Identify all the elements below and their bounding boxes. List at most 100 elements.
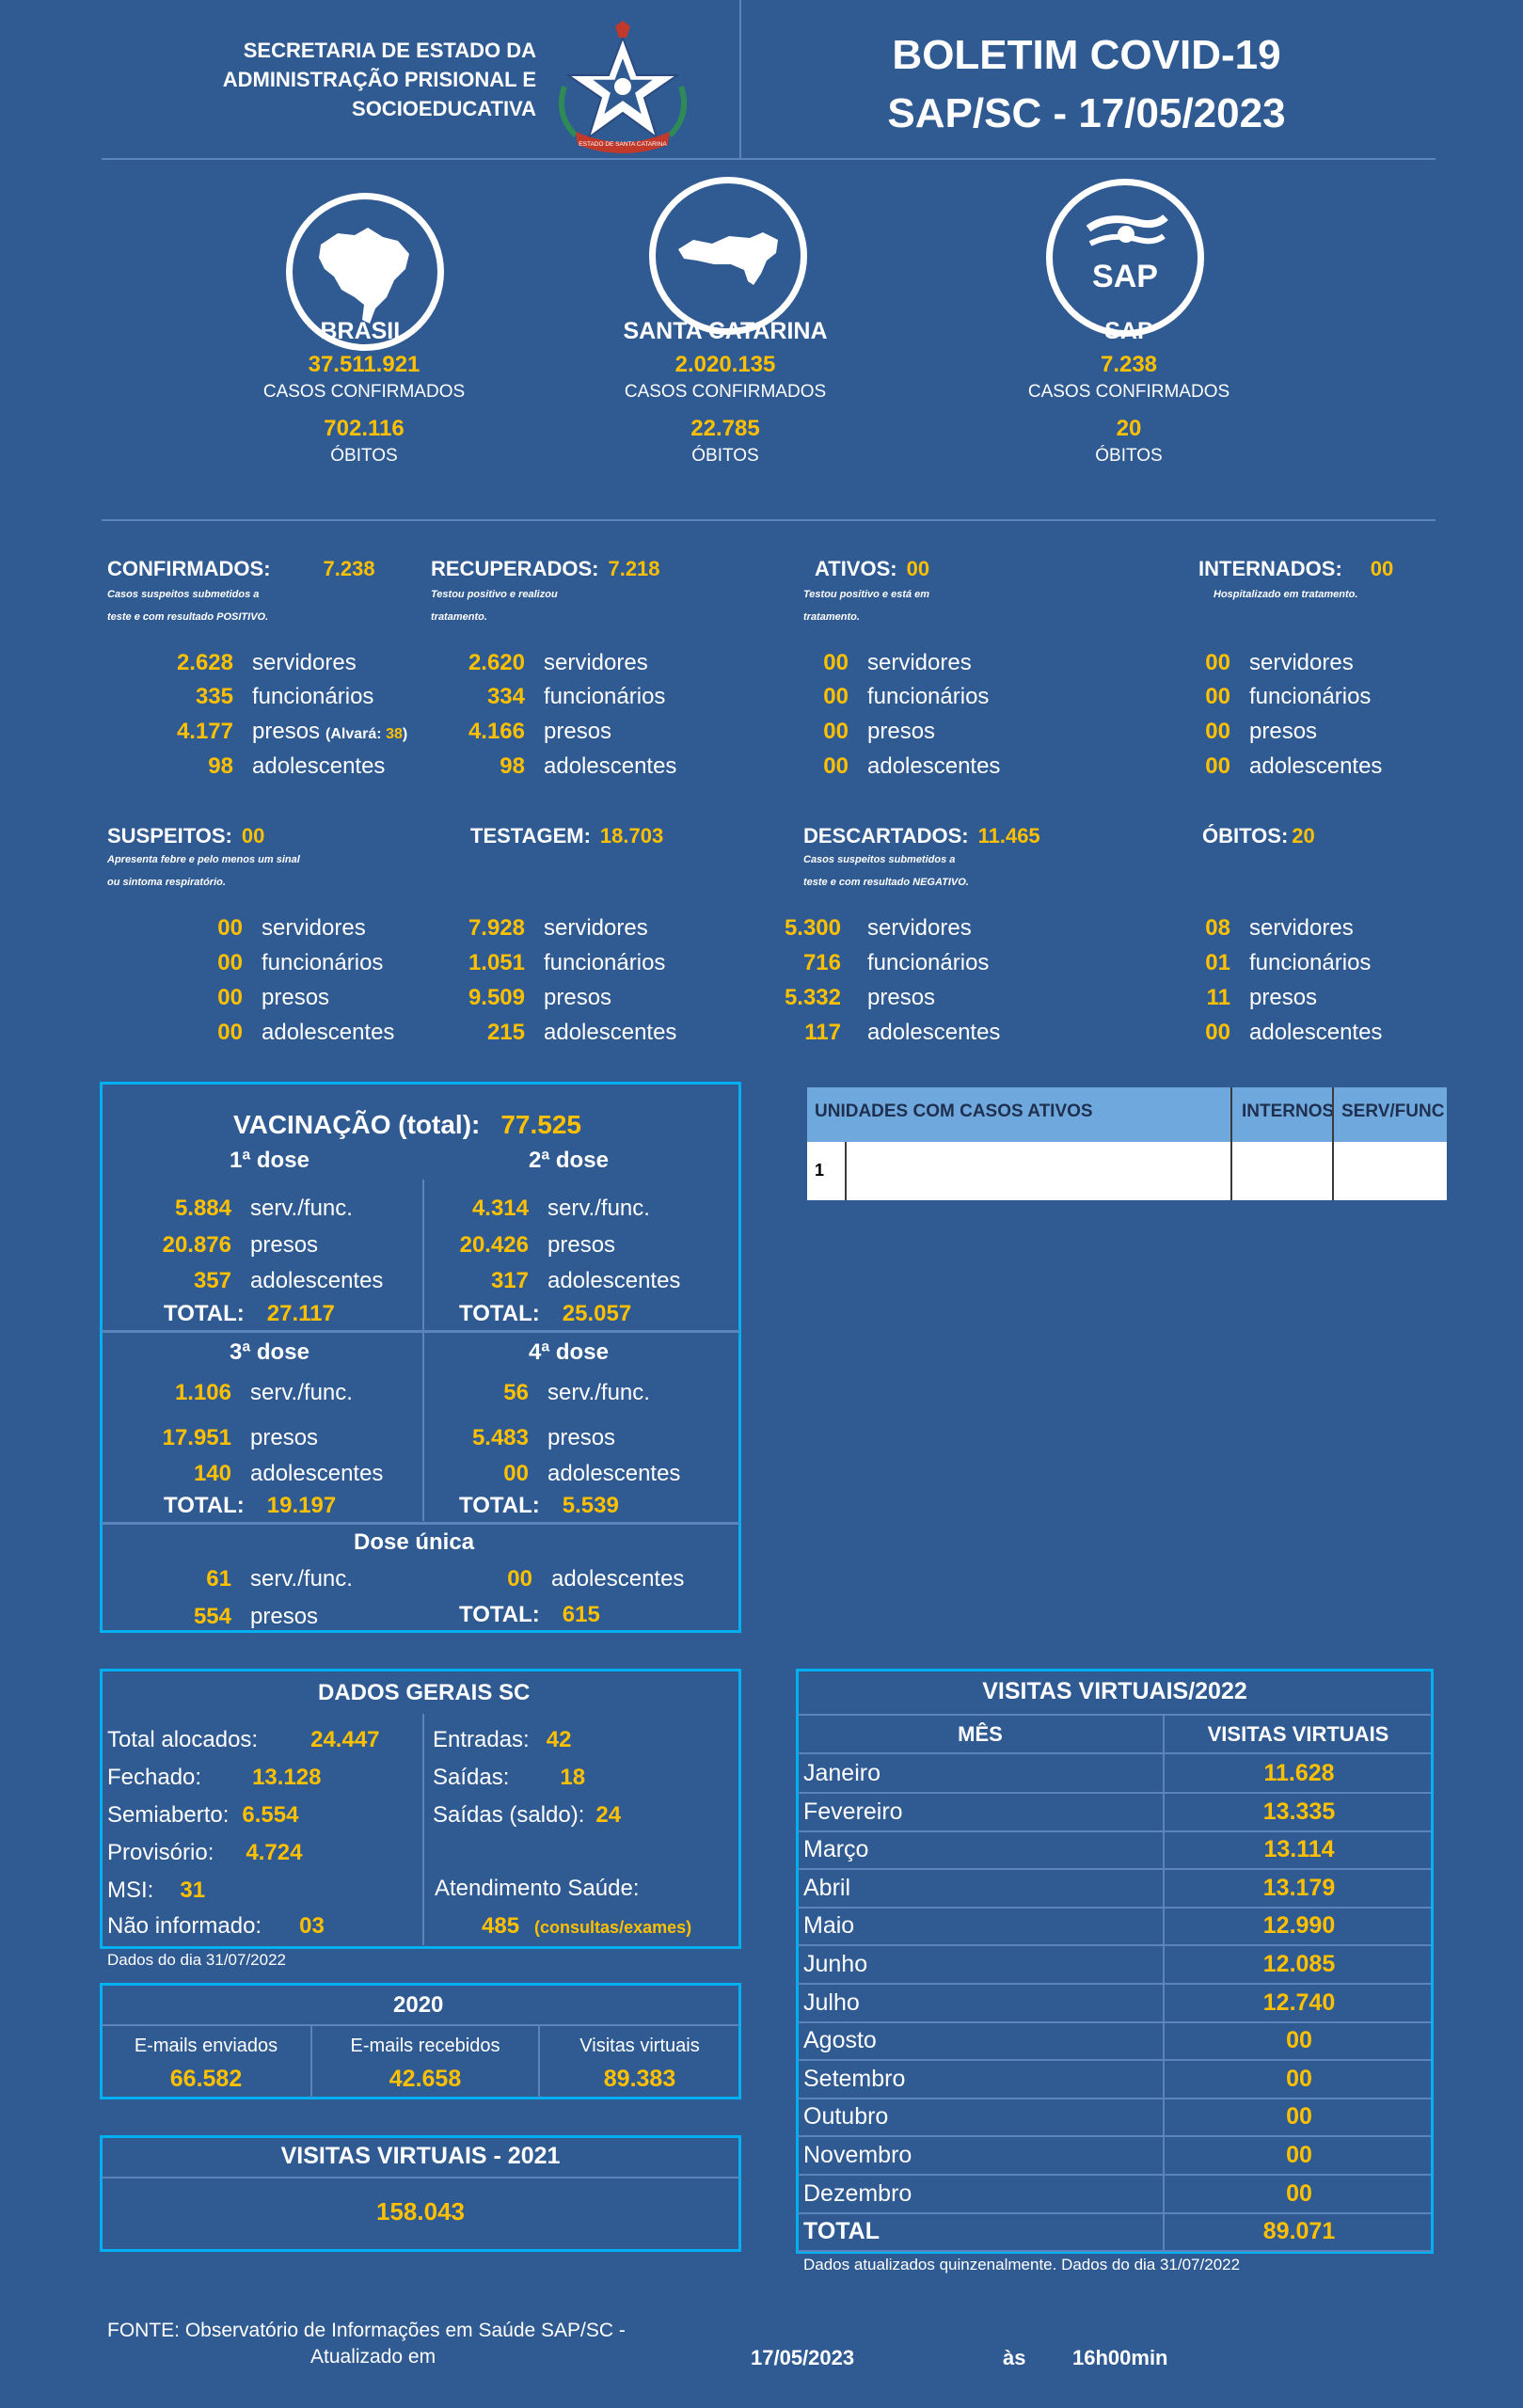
column-header: INTERNOS bbox=[1242, 1101, 1335, 1121]
at-label: às bbox=[1003, 2346, 1026, 2369]
list-item: 2.620 servidores bbox=[468, 650, 648, 675]
single-dose-total: TOTAL: 615 bbox=[459, 1602, 600, 1627]
list-item: 215 adolescentes bbox=[486, 1020, 677, 1045]
emails-received-value: 42.658 bbox=[389, 2066, 462, 2092]
divider bbox=[845, 1142, 847, 1200]
list-item: 98 adolescentes bbox=[500, 753, 677, 779]
general-row: Semiaberto: 6.554 bbox=[107, 1802, 299, 1828]
month-label: Novembro bbox=[803, 2142, 912, 2168]
health-row: 485 (consultas/exames) bbox=[482, 1913, 692, 1939]
region-deaths-label: ÓBITOS bbox=[330, 446, 398, 466]
stat-descartados-title: DESCARTADOS: 11.465 bbox=[803, 824, 1040, 848]
org-line-3: SOCIOEDUCATIVA bbox=[352, 97, 536, 120]
month-value: 13.335 bbox=[1262, 1798, 1336, 1825]
divider bbox=[798, 1714, 1432, 1716]
org-line-2: ADMINISTRAÇÃO PRISIONAL E bbox=[222, 68, 536, 91]
general-row: MSI: 31 bbox=[107, 1877, 206, 1903]
list-item: 554 presos bbox=[193, 1604, 319, 1629]
list-item: 20.426 presos bbox=[459, 1232, 616, 1258]
list-item: 00 servidores bbox=[823, 650, 972, 675]
month-label: Abril bbox=[803, 1874, 851, 1901]
divider bbox=[102, 1330, 739, 1333]
table-row: Fevereiro 13.335 bbox=[798, 1794, 1431, 1832]
vaccination-title: VACINAÇÃO (total): 77.525 bbox=[233, 1110, 581, 1139]
visits-2022-panel bbox=[796, 1669, 1434, 2254]
general-row: Total alocados: 24.447 bbox=[107, 1727, 380, 1752]
bulletin-title: BOLETIM COVID-19 SAP/SC - 17/05/2023 bbox=[762, 26, 1411, 143]
list-item: 7.928 servidores bbox=[468, 915, 648, 941]
list-item: 00 funcionários bbox=[217, 950, 384, 975]
list-item: 335 funcionários bbox=[195, 684, 374, 709]
header-divider bbox=[739, 0, 741, 160]
month-value: 89.071 bbox=[1262, 2218, 1336, 2245]
list-item: 1.051 funcionários bbox=[468, 950, 666, 975]
list-item: 5.483 presos bbox=[471, 1425, 616, 1450]
month-value: 12.085 bbox=[1262, 1951, 1336, 1977]
list-item: 4.177 presos (Alvará: 38) bbox=[176, 719, 408, 744]
year-2021-title: VISITAS VIRTUAIS - 2021 bbox=[280, 2143, 561, 2169]
dose-2-label: 2ª dose bbox=[529, 1148, 609, 1173]
table-row: Maio 12.990 bbox=[798, 1908, 1431, 1947]
month-value: 13.179 bbox=[1262, 1874, 1336, 1901]
list-item: 117 adolescentes bbox=[804, 1020, 1001, 1045]
general-row: Saídas: 18 bbox=[433, 1765, 586, 1790]
divider bbox=[422, 1180, 424, 1330]
stat-note: Hospitalizado em tratamento. bbox=[1214, 589, 1358, 600]
list-item: 5.884 serv./func. bbox=[174, 1196, 353, 1221]
org-name: SECRETARIA DE ESTADO DA ADMINISTRAÇÃO PR… bbox=[169, 36, 536, 123]
table-row: Dezembro 00 bbox=[798, 2176, 1431, 2214]
month-label: Julho bbox=[803, 1988, 860, 2016]
year-2021-panel bbox=[100, 2135, 741, 2252]
units-active-cases-table: UNIDADES COM CASOS ATIVOS INTERNOS SERV/… bbox=[807, 1087, 1447, 1200]
divider bbox=[102, 2024, 739, 2026]
month-label: Dezembro bbox=[803, 2179, 912, 2207]
list-item: 00 adolescentes bbox=[1205, 1020, 1383, 1045]
dose-1-total: TOTAL: 27.117 bbox=[164, 1301, 335, 1326]
visits-footnote: Dados atualizados quinzenalmente. Dados … bbox=[803, 2256, 1241, 2273]
stat-internados-title: INTERNADOS: 00 bbox=[1198, 557, 1394, 580]
source-line-1: FONTE: Observatório de Informações em Sa… bbox=[107, 2320, 626, 2341]
divider bbox=[1332, 1087, 1334, 1200]
table-row: Abril 13.179 bbox=[798, 1870, 1431, 1909]
vaccination-panel bbox=[100, 1082, 741, 1633]
dose-4-total: TOTAL: 5.539 bbox=[459, 1493, 619, 1518]
sap-logo-icon: SAP bbox=[1046, 179, 1204, 337]
stat-recuperados-title: RECUPERADOS: 7.218 bbox=[431, 557, 660, 580]
dose-3-total: TOTAL: 19.197 bbox=[164, 1493, 337, 1518]
list-item: 357 adolescentes bbox=[193, 1268, 384, 1293]
region-cases-label: CASOS CONFIRMADOS bbox=[262, 382, 466, 402]
dose-2-total: TOTAL: 25.057 bbox=[459, 1301, 632, 1326]
stat-obitos-title: ÓBITOS: 20 bbox=[1202, 824, 1315, 848]
region-deaths: 702.116 bbox=[324, 416, 405, 441]
title-line-2: SAP/SC - 17/05/2023 bbox=[887, 90, 1286, 136]
list-item: 61 serv./func. bbox=[206, 1566, 353, 1592]
dose-4-label: 4ª dose bbox=[529, 1339, 609, 1365]
region-deaths: 22.785 bbox=[690, 416, 760, 441]
month-label: Junho bbox=[803, 1951, 868, 1977]
table-row: Julho 12.740 bbox=[798, 1985, 1431, 2023]
state-seal-icon: ESTADO DE SANTA CATARINA bbox=[547, 21, 698, 154]
region-cases-label: CASOS CONFIRMADOS bbox=[624, 382, 827, 402]
month-value: 00 bbox=[1286, 2142, 1312, 2168]
month-value: 00 bbox=[1286, 2065, 1312, 2092]
title-line-1: BOLETIM COVID-19 bbox=[892, 32, 1281, 78]
month-label: Maio bbox=[803, 1912, 855, 1940]
stat-suspeitos-title: SUSPEITOS: 00 bbox=[107, 824, 265, 848]
general-data-panel bbox=[100, 1669, 741, 1949]
year-2021-value: 158.043 bbox=[376, 2197, 465, 2226]
list-item: 98 adolescentes bbox=[208, 753, 386, 779]
stat-note: Testou positivo e está em tratamento. bbox=[803, 589, 930, 623]
divider bbox=[310, 2024, 312, 2098]
list-item: 08 servidores bbox=[1205, 915, 1354, 941]
list-item: 5.332 presos bbox=[784, 985, 936, 1010]
region-cases-label: CASOS CONFIRMADOS bbox=[1027, 382, 1230, 402]
month-label: Janeiro bbox=[803, 1760, 880, 1786]
sap-logo-text: SAP bbox=[1092, 259, 1158, 294]
virtual-visits-value: 89.383 bbox=[603, 2066, 676, 2092]
list-item: 00 adolescentes bbox=[1205, 753, 1383, 779]
list-item: 334 funcionários bbox=[486, 684, 666, 709]
list-item: 00 adolescentes bbox=[503, 1461, 681, 1486]
general-row: Não informado: 03 bbox=[107, 1913, 325, 1939]
region-deaths: 20 bbox=[1116, 416, 1142, 441]
general-row: Fechado: 13.128 bbox=[107, 1765, 322, 1790]
